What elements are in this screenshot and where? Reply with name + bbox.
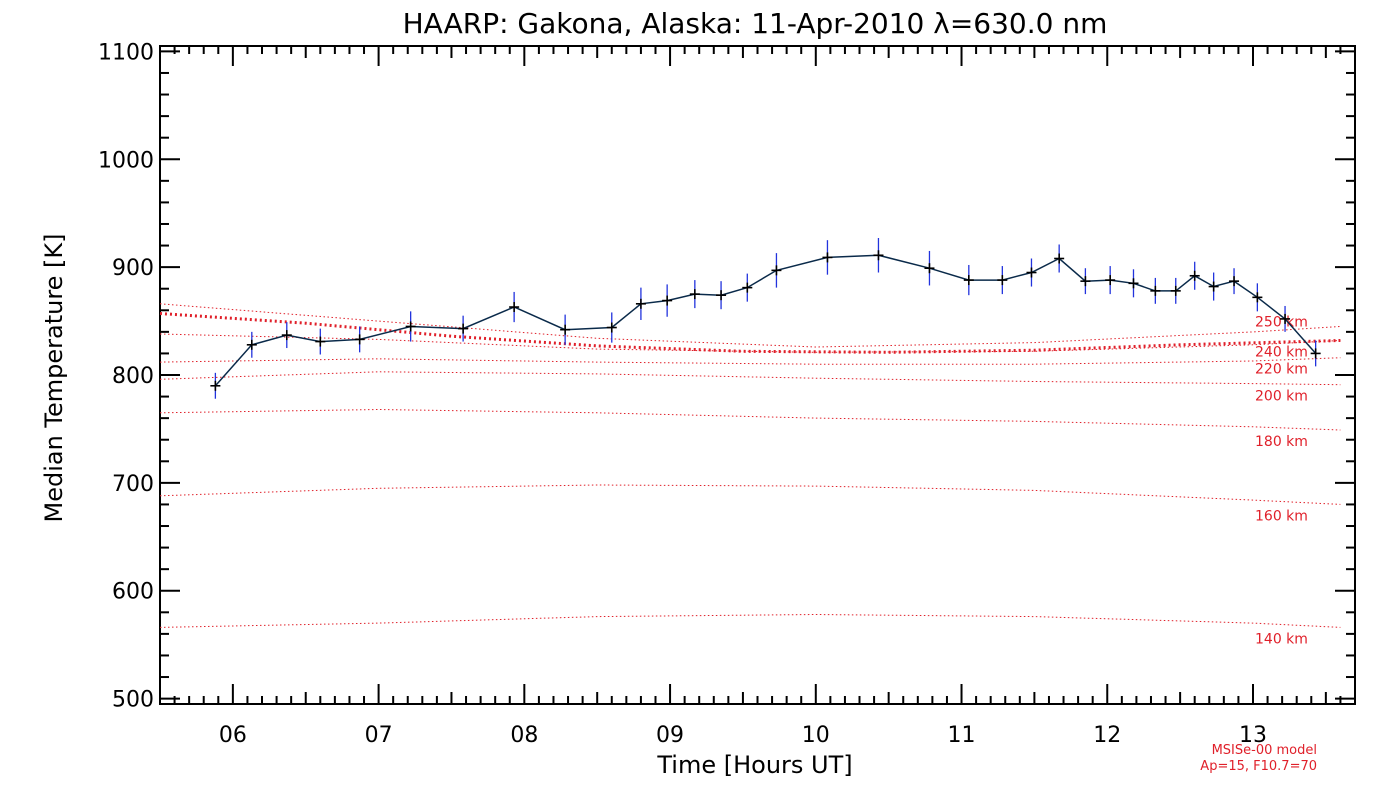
data-point	[689, 289, 700, 300]
data-point	[742, 282, 753, 293]
y-tick-label: 800	[112, 364, 154, 389]
altitude-label: 200 km	[1255, 389, 1308, 405]
data-point	[1280, 313, 1291, 324]
data-point	[873, 250, 884, 261]
model-line	[159, 613, 1341, 628]
x-axis: 06 07 08 09 10 11 12 13	[159, 46, 1356, 748]
model-note: MSISe-00 model	[1212, 743, 1317, 758]
plot-border	[159, 45, 1356, 705]
data-point	[1026, 267, 1037, 278]
data-point	[509, 302, 520, 313]
x-tick-label: 13	[1239, 723, 1267, 748]
y-tick-label: 500	[112, 688, 154, 713]
data-point	[1189, 270, 1200, 281]
data-point	[1128, 278, 1139, 289]
data-point	[1080, 276, 1091, 287]
data-point	[716, 290, 727, 301]
model-average-line	[159, 312, 1341, 354]
data-point	[1208, 281, 1219, 292]
data-point	[1252, 292, 1263, 303]
data-point	[281, 330, 292, 341]
data-point	[1150, 285, 1161, 296]
data-point	[1229, 276, 1240, 287]
x-tick-label: 06	[219, 723, 247, 748]
series-line	[214, 254, 1317, 387]
altitude-label: 180 km	[1255, 434, 1308, 450]
y-axis-label: Median Temperature [K]	[40, 233, 68, 522]
x-tick-label: 09	[656, 723, 684, 748]
data-point	[1054, 253, 1065, 264]
data-point	[458, 323, 469, 334]
model-average-path	[159, 312, 1341, 354]
data-point	[822, 252, 833, 263]
data-point	[963, 275, 974, 286]
y-tick-label: 700	[112, 472, 154, 497]
chart-title: HAARP: Gakona, Alaska: 11-Apr-2010 λ=630…	[403, 7, 1108, 40]
data-point	[1170, 285, 1181, 296]
plot-frame	[159, 45, 1356, 705]
data-point	[997, 275, 1008, 286]
y-tick-label: 1000	[98, 148, 154, 173]
altitude-label: 160 km	[1255, 508, 1308, 524]
x-tick-label: 08	[510, 723, 538, 748]
y-tick-label: 1100	[98, 40, 154, 65]
model-line	[159, 371, 1341, 386]
model-line	[159, 357, 1341, 365]
model-line	[159, 303, 1341, 348]
data-point	[635, 298, 646, 309]
data-point	[405, 321, 416, 332]
data-point	[315, 336, 326, 347]
model-line	[159, 408, 1341, 431]
x-tick-label: 11	[948, 723, 976, 748]
x-tick-label: 07	[365, 723, 393, 748]
altitude-label: 240 km	[1255, 344, 1308, 360]
data-point	[246, 339, 257, 350]
data-point	[1105, 275, 1116, 286]
y-tick-label: 600	[112, 580, 154, 605]
data-point	[210, 380, 221, 391]
model-line	[159, 333, 1341, 353]
altitude-label: 250 km	[1255, 314, 1308, 330]
data-point	[924, 263, 935, 274]
data-point	[560, 324, 571, 335]
altitude-label: 220 km	[1255, 362, 1308, 378]
data-point	[662, 295, 673, 306]
model-params-note: Ap=15, F10.7=70	[1200, 759, 1317, 774]
model-line	[159, 484, 1341, 505]
data-point	[771, 265, 782, 276]
altitude-label: 140 km	[1255, 631, 1308, 647]
x-axis-label: Time [Hours UT]	[656, 751, 852, 779]
data-point	[354, 334, 365, 345]
data-point	[606, 322, 617, 333]
data-series	[210, 238, 1321, 399]
y-tick-label: 900	[112, 256, 154, 281]
x-tick-label: 12	[1093, 723, 1121, 748]
y-axis: 500 600 700 800 900 1000 1100	[98, 40, 1355, 713]
x-tick-label: 10	[802, 723, 830, 748]
data-point	[1310, 348, 1321, 359]
model-lines: 140 km 160 km 180 km 200 km 220 km 240 km 250 …	[159, 303, 1341, 647]
